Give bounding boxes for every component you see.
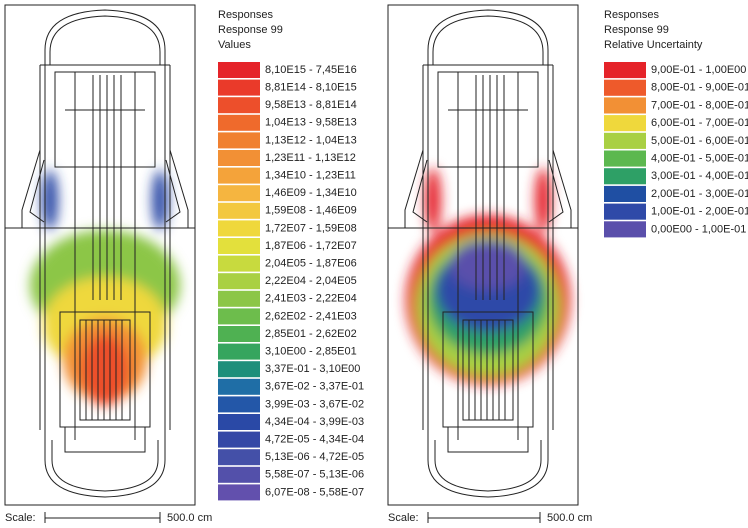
legend-label: 3,67E-02 - 3,37E-01 (265, 381, 364, 393)
legend-label: 1,04E13 - 9,58E13 (265, 117, 357, 129)
legend-label: 1,23E11 - 1,13E12 (265, 152, 356, 164)
legend-label: 2,22E04 - 2,04E05 (265, 275, 357, 287)
legend-swatch (218, 326, 260, 342)
legend-swatch (218, 466, 260, 483)
legend-title: Responses (604, 9, 660, 21)
legend-swatch (218, 255, 260, 272)
legend-swatch (218, 449, 260, 466)
scale-length: 500.0 cm (547, 512, 592, 524)
legend-label: 1,00E-01 - 2,00E-01 (651, 206, 748, 218)
legend-label: 2,62E02 - 2,41E03 (265, 310, 357, 322)
legend-swatch (218, 185, 260, 202)
legend-label: 1,13E12 - 1,04E13 (265, 134, 357, 146)
legend-swatch (218, 167, 260, 184)
legend-label: 2,41E03 - 2,22E04 (265, 293, 357, 305)
legend-label: 1,87E06 - 1,72E07 (265, 240, 357, 252)
legend-quantity: Relative Uncertainty (604, 39, 703, 51)
legend-swatch (604, 203, 646, 220)
legend-label: 2,00E-01 - 3,00E-01 (651, 188, 748, 200)
legend-quantity: Values (218, 39, 251, 51)
legend-swatch (604, 97, 646, 114)
legend-label: 8,00E-01 - 9,00E-01 (651, 82, 748, 94)
legend-swatch (604, 221, 646, 238)
legend-label: 9,00E-01 - 1,00E00 (651, 64, 746, 76)
legend-label: 9,58E13 - 8,81E14 (265, 99, 357, 111)
legend-label: 4,34E-04 - 3,99E-03 (265, 416, 364, 428)
scale-label: Scale: (5, 512, 36, 524)
legend-swatch (218, 308, 260, 325)
legend-swatch (218, 431, 260, 448)
legend-swatch (218, 79, 260, 96)
legend-swatch (218, 361, 260, 378)
legend-label: 1,59E08 - 1,46E09 (265, 205, 357, 217)
legend-label: 6,07E-08 - 5,58E-07 (265, 486, 364, 498)
legend-swatch (218, 62, 260, 78)
scale-length: 500.0 cm (167, 512, 212, 524)
scale-label: Scale: (388, 512, 419, 524)
flux-field (30, 170, 180, 406)
legend-swatch (218, 202, 260, 219)
legend-label: 4,00E-01 - 5,00E-01 (651, 152, 748, 164)
scale-bar (44, 512, 161, 523)
legend-swatch (218, 290, 260, 307)
legend-title: Responses (218, 9, 274, 21)
legend-label: 8,10E15 - 7,45E16 (265, 64, 357, 76)
legend-label: 3,37E-01 - 3,10E00 (265, 363, 360, 375)
legend-swatch (218, 343, 260, 360)
legend-swatch (604, 132, 646, 149)
legend-label: 1,46E09 - 1,34E10 (265, 187, 357, 199)
legend-label: 1,34E10 - 1,23E11 (265, 170, 356, 182)
legend-swatch (604, 62, 646, 79)
legend-swatch (218, 414, 260, 430)
legend-label: 4,72E-05 - 4,34E-04 (265, 434, 364, 446)
legend-swatch (604, 150, 646, 167)
uncertainty-field (406, 168, 570, 385)
legend-swatch (218, 378, 260, 395)
legend-label: 5,00E-01 - 6,00E-01 (651, 135, 748, 147)
legend-label: 7,00E-01 - 8,00E-01 (651, 99, 748, 111)
legend-subtitle: Response 99 (218, 24, 283, 36)
legend-swatch (218, 273, 260, 290)
legend-swatch (218, 97, 260, 114)
legend-swatch (218, 114, 260, 131)
legend-swatch (604, 79, 646, 96)
panel-uncertainty: Responses Response 99 Relative Uncertain… (387, 4, 703, 524)
legend-label: 3,10E00 - 2,85E01 (265, 346, 357, 358)
legend-label: 2,04E05 - 1,87E06 (265, 258, 357, 270)
panel-values: Responses Response 99 Values Scale: 500.… (4, 4, 283, 524)
legend-swatch (218, 132, 260, 149)
legend-swatch (218, 220, 260, 237)
legend-swatch (218, 396, 260, 413)
legend-swatch (218, 150, 260, 166)
legend-subtitle: Response 99 (604, 24, 669, 36)
legend-label: 0,00E00 - 1,00E-01 (651, 223, 746, 235)
legend-label: 5,58E-07 - 5,13E-06 (265, 469, 364, 481)
legend-swatch (604, 115, 646, 132)
legend-label: 3,00E-01 - 4,00E-01 (651, 170, 748, 182)
legend-swatch (604, 185, 646, 202)
legend-label: 8,81E14 - 8,10E15 (265, 82, 357, 94)
legend-label: 3,99E-03 - 3,67E-02 (265, 398, 364, 410)
legend-swatch (218, 484, 260, 501)
legend-label: 6,00E-01 - 7,00E-01 (651, 117, 748, 129)
legend-label: 1,72E07 - 1,59E08 (265, 222, 357, 234)
legend-label: 5,13E-06 - 4,72E-05 (265, 451, 364, 463)
legend-label: 2,85E01 - 2,62E02 (265, 328, 357, 340)
legend-swatch (218, 238, 260, 254)
scale-bar (427, 512, 541, 523)
legend-swatch (604, 168, 646, 185)
